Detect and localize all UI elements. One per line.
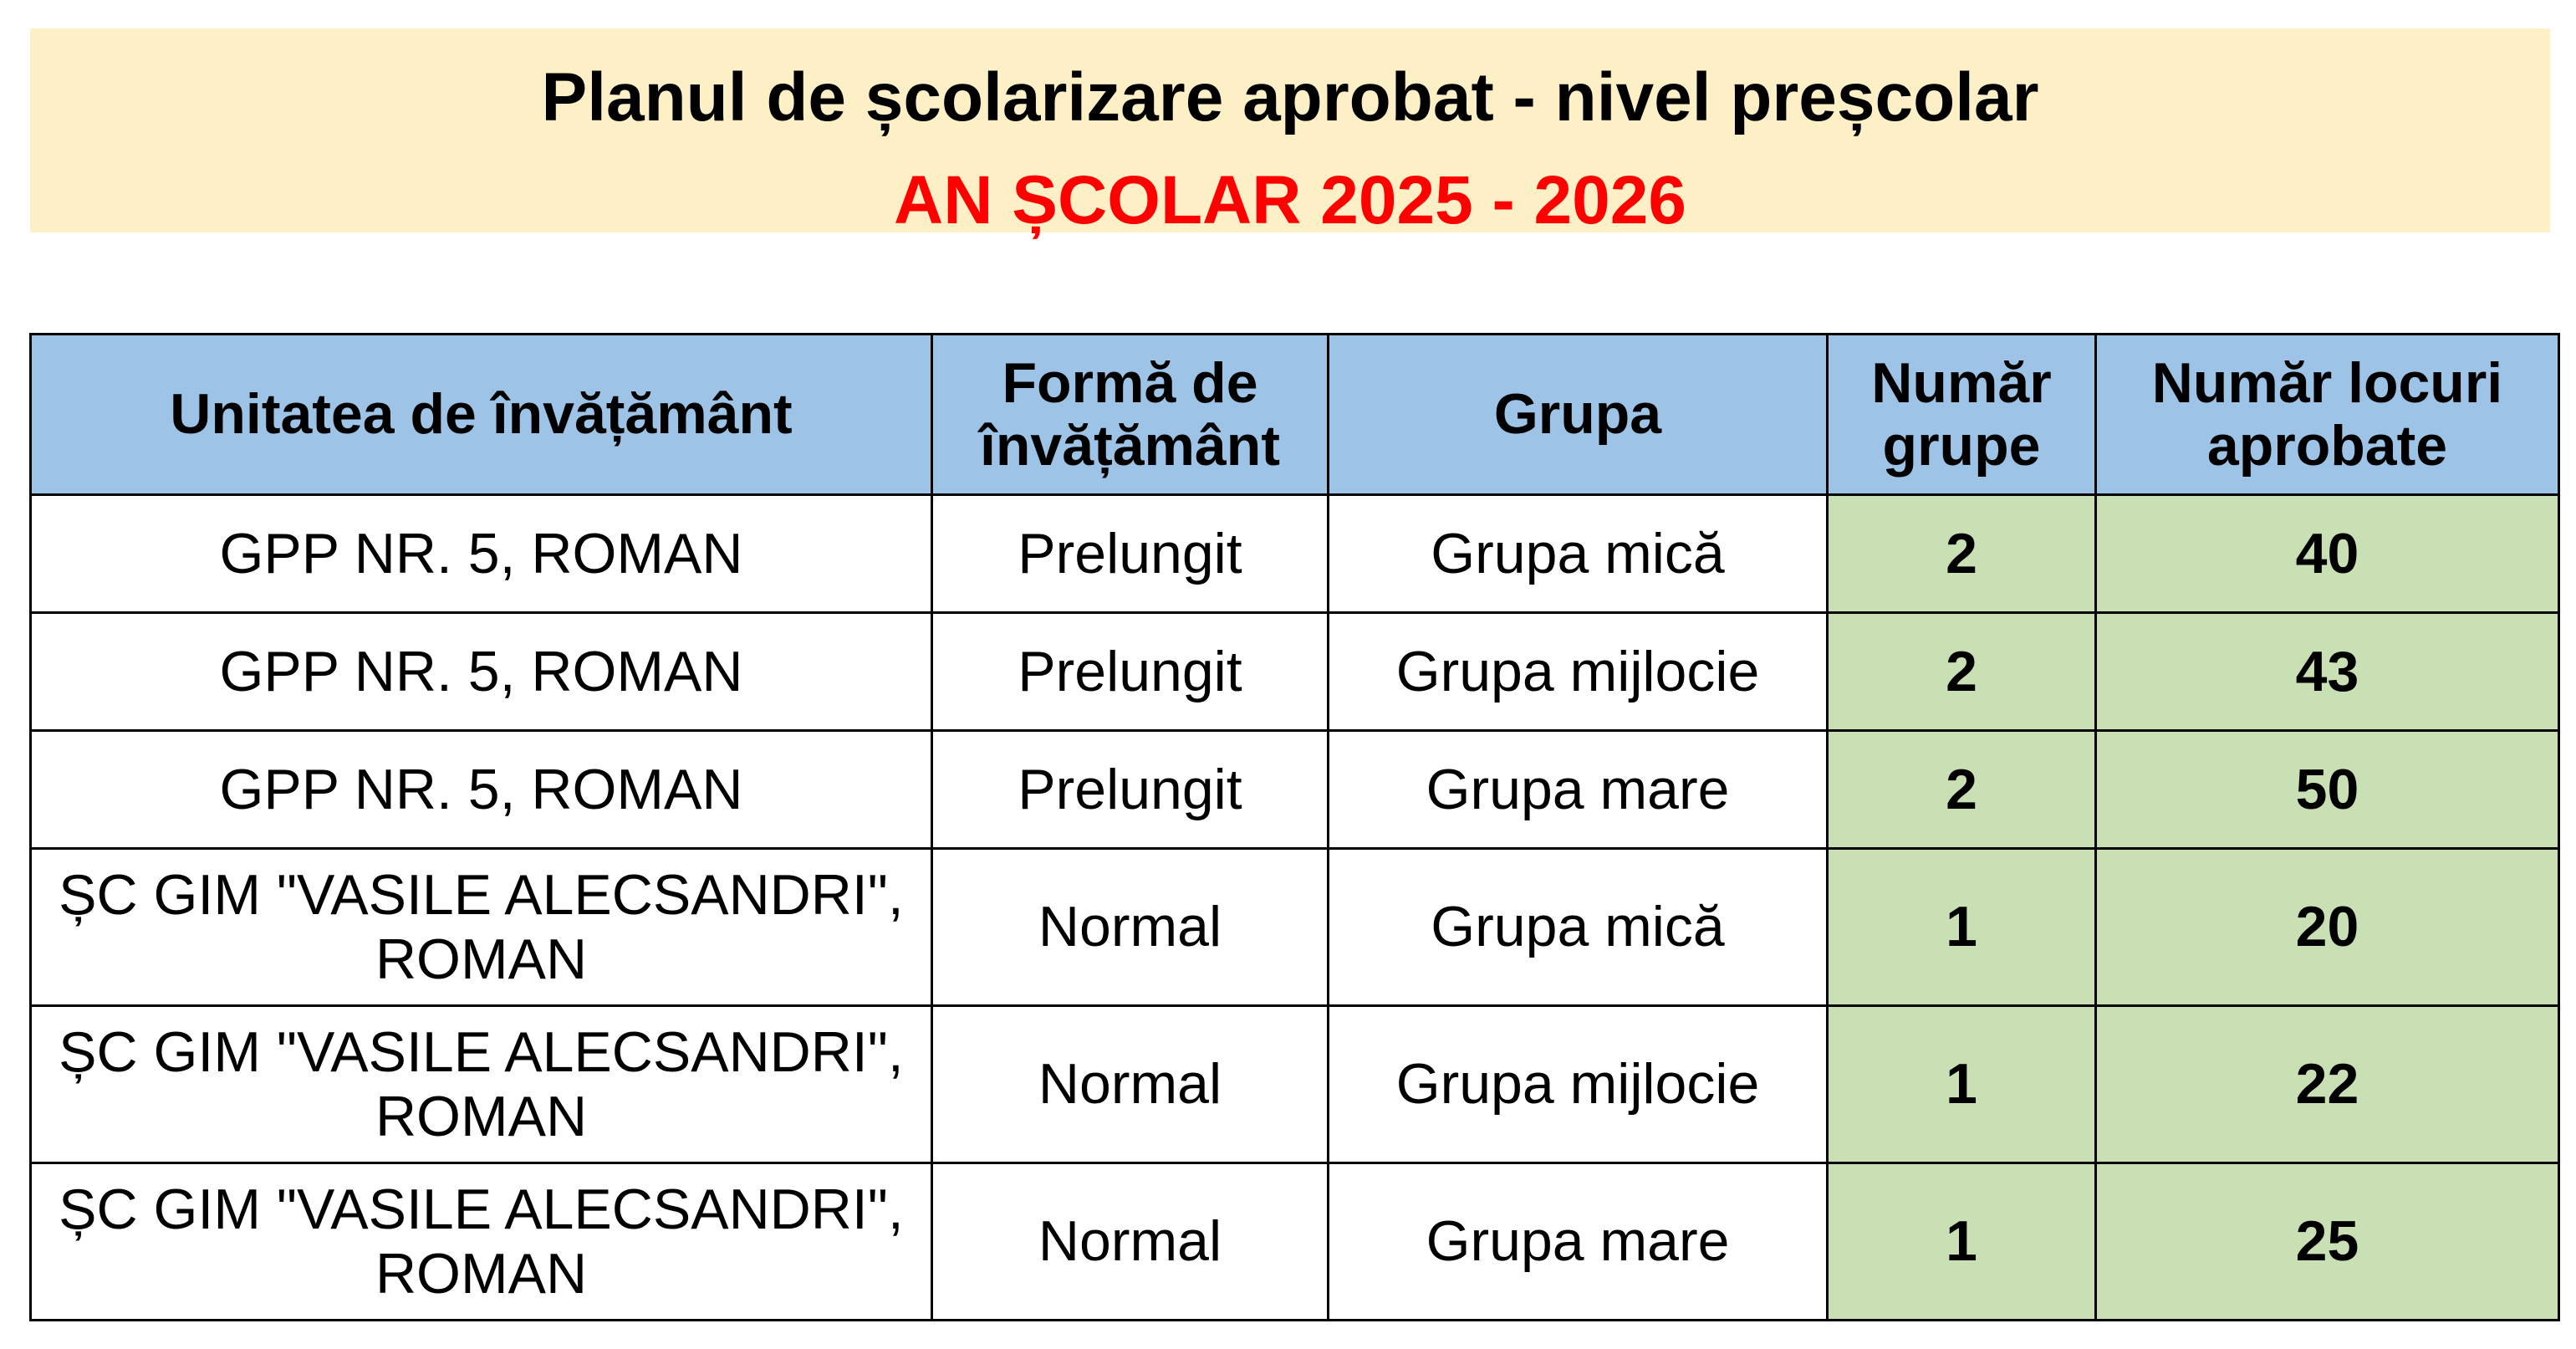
- table-row: GPP NR. 5, ROMAN Prelungit Grupa mare 2 …: [29, 729, 2560, 850]
- form-cell: Normal: [931, 1004, 1329, 1164]
- table-row: ȘC GIM "VASILE ALECSANDRI", ROMAN Normal…: [29, 1162, 2560, 1321]
- unit-cell: ȘC GIM "VASILE ALECSANDRI", ROMAN: [29, 1162, 933, 1321]
- groups-count-cell: 2: [1826, 611, 2097, 732]
- unit-cell: GPP NR. 5, ROMAN: [29, 611, 933, 732]
- column-header-groups-count: Număr grupe: [1826, 333, 2097, 496]
- title-banner: Planul de școlarizare aprobat - nivel pr…: [30, 28, 2550, 238]
- groups-count-cell: 2: [1826, 493, 2097, 614]
- group-cell: Grupa mică: [1327, 493, 1829, 614]
- form-cell: Normal: [931, 1162, 1329, 1321]
- table-row: ȘC GIM "VASILE ALECSANDRI", ROMAN Normal…: [29, 847, 2560, 1007]
- unit-cell: GPP NR. 5, ROMAN: [29, 729, 933, 850]
- table-row: GPP NR. 5, ROMAN Prelungit Grupa mijloci…: [29, 611, 2560, 732]
- group-cell: Grupa mijlocie: [1327, 1004, 1829, 1164]
- places-cell: 22: [2094, 1004, 2560, 1164]
- groups-count-cell: 2: [1826, 729, 2097, 850]
- places-cell: 43: [2094, 611, 2560, 732]
- unit-cell: ȘC GIM "VASILE ALECSANDRI", ROMAN: [29, 847, 933, 1007]
- unit-cell: ȘC GIM "VASILE ALECSANDRI", ROMAN: [29, 1004, 933, 1164]
- groups-count-cell: 1: [1826, 1004, 2097, 1164]
- places-cell: 50: [2094, 729, 2560, 850]
- form-cell: Normal: [931, 847, 1329, 1007]
- group-cell: Grupa mijlocie: [1327, 611, 1829, 732]
- group-cell: Grupa mică: [1327, 847, 1829, 1007]
- column-header-group: Grupa: [1327, 333, 1829, 496]
- group-cell: Grupa mare: [1327, 1162, 1829, 1321]
- form-cell: Prelungit: [931, 729, 1329, 850]
- table-row: ȘC GIM "VASILE ALECSANDRI", ROMAN Normal…: [29, 1004, 2560, 1164]
- column-header-approved-places: Număr locuri aprobate: [2094, 333, 2560, 496]
- places-cell: 25: [2094, 1162, 2560, 1321]
- page-title: Planul de școlarizare aprobat - nivel pr…: [541, 59, 2039, 135]
- places-cell: 20: [2094, 847, 2560, 1007]
- unit-cell: GPP NR. 5, ROMAN: [29, 493, 933, 614]
- column-header-unit: Unitatea de învățământ: [29, 333, 933, 496]
- groups-count-cell: 1: [1826, 1162, 2097, 1321]
- column-header-form: Formă de învățământ: [931, 333, 1329, 496]
- form-cell: Prelungit: [931, 611, 1329, 732]
- enrollment-plan-table: Unitatea de învățământ Formă de învățămâ…: [29, 333, 2560, 1321]
- school-year-subtitle: AN ȘCOLAR 2025 - 2026: [894, 162, 1686, 238]
- table-row: GPP NR. 5, ROMAN Prelungit Grupa mică 2 …: [29, 493, 2560, 614]
- groups-count-cell: 1: [1826, 847, 2097, 1007]
- form-cell: Prelungit: [931, 493, 1329, 614]
- table-header-row: Unitatea de învățământ Formă de învățămâ…: [29, 333, 2560, 496]
- places-cell: 40: [2094, 493, 2560, 614]
- group-cell: Grupa mare: [1327, 729, 1829, 850]
